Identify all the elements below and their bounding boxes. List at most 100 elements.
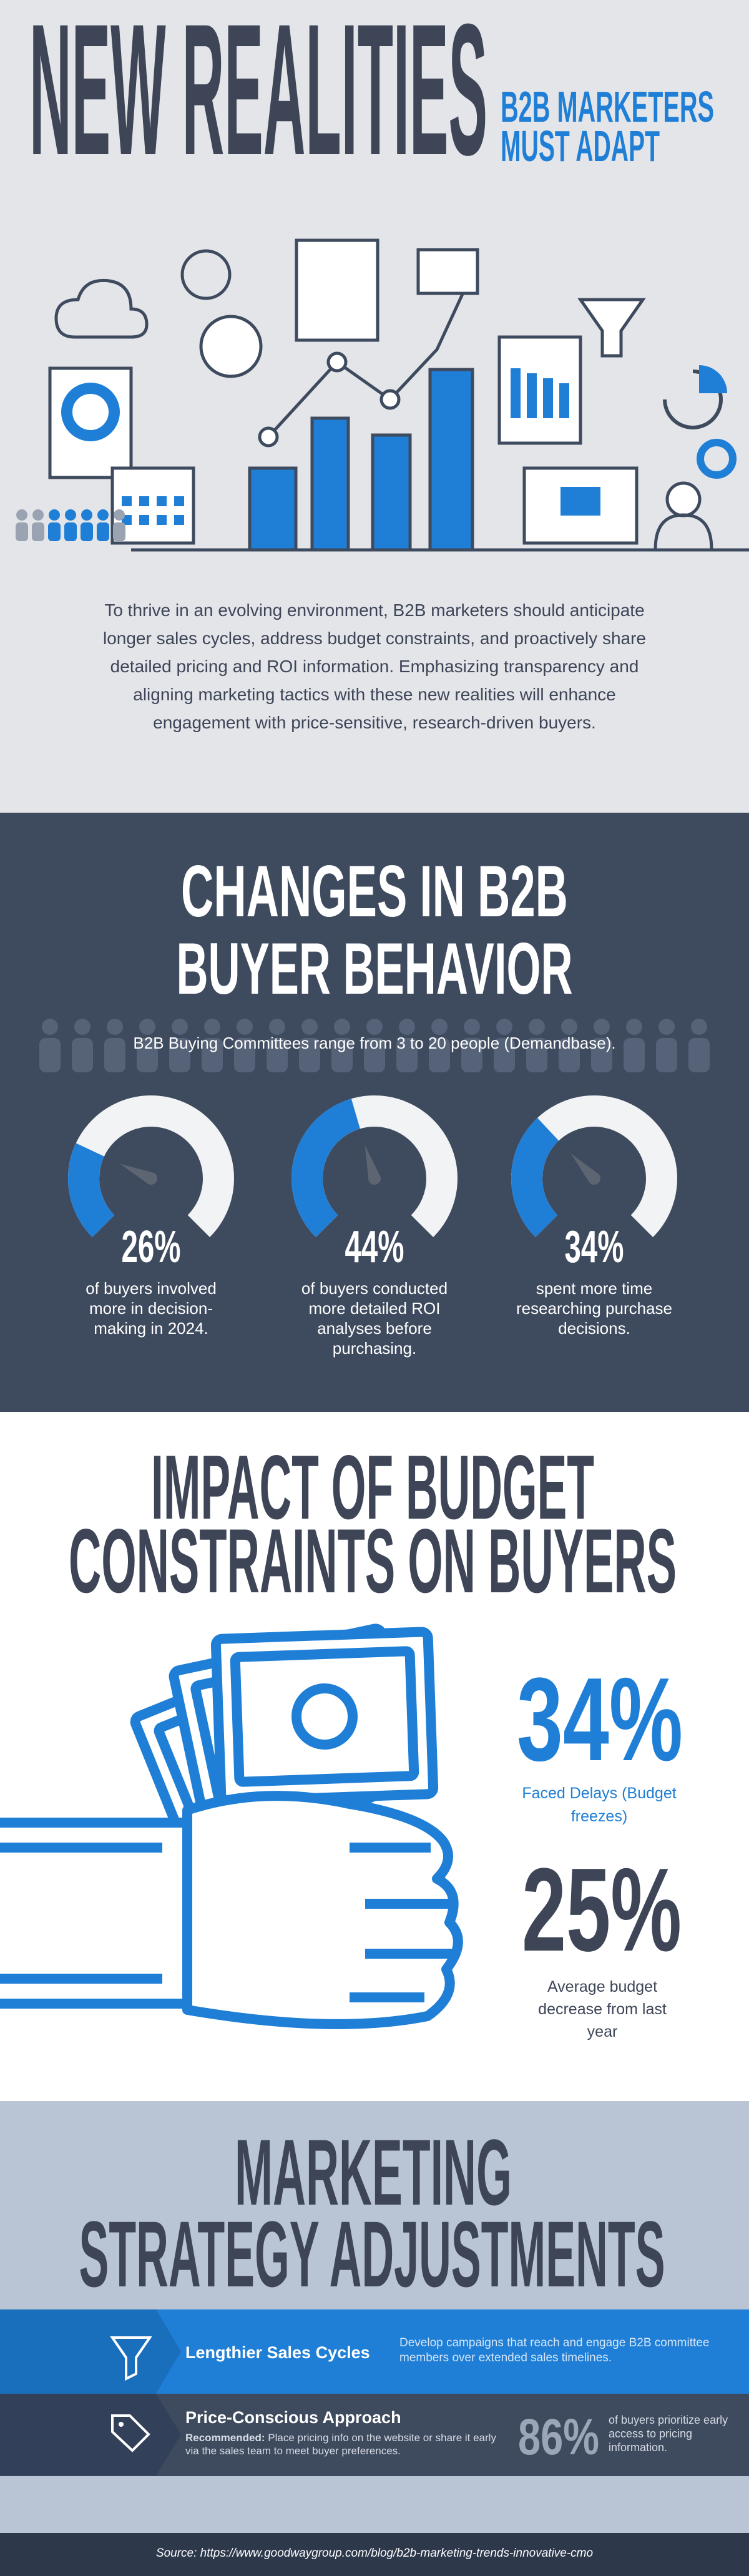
committee-person xyxy=(526,1038,547,1072)
tag-hole xyxy=(119,2422,124,2427)
committee-person xyxy=(658,1019,675,1035)
committee-person xyxy=(559,1038,580,1072)
section-title: CHANGES IN B2B xyxy=(181,850,568,932)
gauge-hub xyxy=(588,1172,600,1185)
gauge-value xyxy=(68,1143,115,1238)
illustration-person xyxy=(81,509,92,521)
committee-person xyxy=(656,1038,677,1072)
illustration-person-head xyxy=(665,481,702,517)
illustration xyxy=(16,238,749,552)
sleeve-line xyxy=(0,1843,162,1984)
gauge-caption: of buyers involved more in decision-maki… xyxy=(86,1279,217,1338)
committee-person xyxy=(461,1038,482,1072)
sleeve xyxy=(0,1818,192,2009)
illustration-person xyxy=(114,509,125,521)
band-chevron xyxy=(0,2394,181,2476)
illustration-pie xyxy=(61,383,120,441)
illustration-clipboard xyxy=(295,238,379,342)
committee-person xyxy=(494,1038,515,1072)
illustration-bar xyxy=(310,416,350,552)
committee-person xyxy=(594,1019,610,1035)
recommendation-text: Place pricing info on the website or sha… xyxy=(185,2432,496,2457)
committee-person xyxy=(561,1019,577,1035)
bill xyxy=(210,1627,439,1806)
committee-person xyxy=(107,1019,123,1035)
illustration-donut-slice xyxy=(699,365,727,393)
illustration-funnel xyxy=(577,298,646,358)
illustration-person xyxy=(64,522,77,541)
fist xyxy=(182,1791,463,2029)
illustration-person xyxy=(32,509,44,521)
illustration-person xyxy=(113,522,125,541)
budget-stat: 25% xyxy=(522,1844,682,1976)
gauge-caption: spent more time researching purchase dec… xyxy=(516,1279,673,1338)
illustration-person xyxy=(48,522,61,541)
gauge-label: 26% xyxy=(122,1222,181,1272)
footer-source: Source: https://www.goodwaygroup.com/blo… xyxy=(155,2547,594,2560)
illustration-doc-bar xyxy=(543,378,553,418)
budget-stat: 34% xyxy=(517,1653,683,1786)
illustration-cell xyxy=(122,496,132,506)
strategy-stat: 86% xyxy=(518,2409,599,2466)
funnel-icon xyxy=(110,2336,152,2381)
illustration-doc-bar xyxy=(511,368,521,418)
illustration-person xyxy=(32,522,44,541)
intro-text: To thrive in an evolving environment, B2… xyxy=(102,600,647,732)
gauge-value xyxy=(291,1099,361,1238)
committee-person xyxy=(399,1019,415,1035)
committee-person xyxy=(331,1038,353,1072)
section-title: STRATEGY ADJUSTMENTS xyxy=(79,2201,665,2306)
illustration-cell xyxy=(139,496,149,506)
committee-person xyxy=(267,1038,288,1072)
illustration-bar xyxy=(248,466,298,552)
committee-person xyxy=(269,1019,285,1035)
gauge-value xyxy=(511,1118,559,1238)
committee-person xyxy=(364,1038,385,1072)
budget-caption: Average budget decrease from last year xyxy=(538,1978,667,2040)
gauge-label: 44% xyxy=(345,1222,404,1272)
committee-person xyxy=(202,1038,223,1072)
committee-person xyxy=(464,1019,480,1035)
gauge-caption: of buyers conducted more detailed ROI an… xyxy=(301,1279,448,1358)
illustration-person xyxy=(97,509,109,521)
strategy-title: Lengthier Sales Cycles xyxy=(185,2343,370,2362)
illustration-bar xyxy=(371,433,412,552)
illustration-doc-bar xyxy=(527,373,537,418)
main-title: NEW REALITIES xyxy=(29,0,487,194)
committee-person xyxy=(688,1038,710,1072)
committee-person xyxy=(74,1019,91,1035)
committee-person xyxy=(42,1019,58,1035)
subtitle: MUST ADAPT xyxy=(501,122,660,170)
strategy-title: Price-Conscious Approach xyxy=(185,2408,401,2427)
illustration-dot xyxy=(379,389,401,410)
committee-person xyxy=(431,1019,448,1035)
gauge-needle xyxy=(365,1145,381,1180)
committee-person xyxy=(529,1019,545,1035)
illustration-person xyxy=(16,509,27,521)
illustration-bar xyxy=(428,368,474,552)
illustration-frame xyxy=(416,248,479,295)
illustration-cell xyxy=(174,515,184,525)
illustration-cell xyxy=(139,515,149,525)
committee-person xyxy=(301,1019,318,1035)
recommendation-label: Recommended: xyxy=(185,2432,265,2444)
section-title: CONSTRAINTS ON BUYERS xyxy=(69,1510,677,1612)
committee-person xyxy=(139,1019,155,1035)
illustration-doc-bar xyxy=(559,383,569,418)
illustration-cell xyxy=(174,496,184,506)
bill-seal xyxy=(291,1683,358,1750)
committee-person xyxy=(137,1038,158,1072)
committee-person xyxy=(366,1019,383,1035)
gauge-hub xyxy=(145,1172,157,1185)
committee-person xyxy=(591,1038,612,1072)
illustration-mail xyxy=(561,487,600,516)
section-title: IMPACT OF BUDGET xyxy=(151,1436,594,1538)
gauge-label: 34% xyxy=(565,1222,624,1272)
illustration-person xyxy=(81,522,93,541)
illustration-cell xyxy=(157,515,167,525)
committee-person xyxy=(172,1019,188,1035)
illustration-person xyxy=(16,522,28,541)
committee-person xyxy=(234,1038,255,1072)
committee-person xyxy=(204,1019,220,1035)
